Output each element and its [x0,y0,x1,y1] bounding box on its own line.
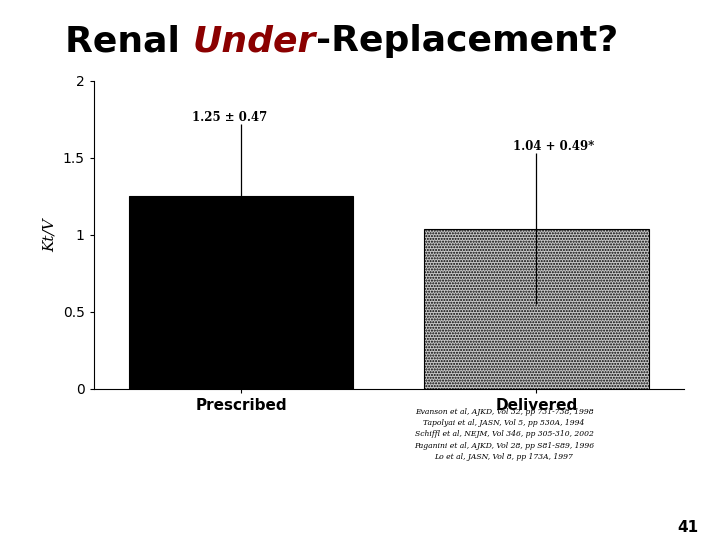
Text: 1.25 ± 0.47: 1.25 ± 0.47 [192,111,267,124]
Text: Under: Under [192,24,315,58]
Bar [424,229,649,389]
Text: 1.04 + 0.49*: 1.04 + 0.49* [513,140,595,153]
Bar [129,197,354,389]
Text: 41: 41 [678,519,698,535]
Y-axis label: Kt/V: Kt/V [43,218,57,252]
Text: Evanson et al, AJKD, Vol 32, pp 731-738, 1998
Tapolyai et al, JASN, Vol 5, pp 53: Evanson et al, AJKD, Vol 32, pp 731-738,… [414,408,594,461]
Text: -Replacement?: -Replacement? [315,24,618,58]
Text: Renal: Renal [65,24,192,58]
